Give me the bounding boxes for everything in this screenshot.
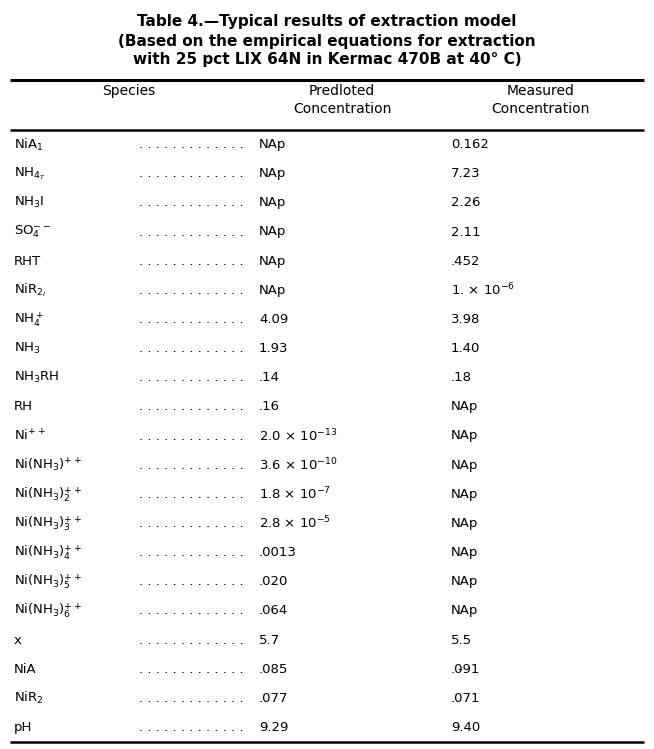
- Text: Ni(NH$_3$)$_3^{++}$: Ni(NH$_3$)$_3^{++}$: [14, 514, 82, 533]
- Text: NAp: NAp: [259, 138, 286, 151]
- Text: .16: .16: [259, 401, 280, 413]
- Text: . . . . . . . . . . . . .: . . . . . . . . . . . . .: [139, 342, 244, 355]
- Text: . . . . . . . . . . . . .: . . . . . . . . . . . . .: [139, 255, 244, 267]
- Text: NAp: NAp: [259, 284, 286, 297]
- Text: 2.26: 2.26: [451, 196, 481, 210]
- Text: Ni(NH$_3$)$_4^{++}$: Ni(NH$_3$)$_4^{++}$: [14, 543, 82, 562]
- Text: NH$_{4_T}$: NH$_{4_T}$: [14, 166, 46, 182]
- Text: .077: .077: [259, 692, 288, 705]
- Text: NAp: NAp: [259, 225, 286, 238]
- Text: NAp: NAp: [451, 546, 478, 559]
- Text: NiA: NiA: [14, 663, 37, 676]
- Text: SO$_4^{--}$: SO$_4^{--}$: [14, 224, 51, 240]
- Text: . . . . . . . . . . . . .: . . . . . . . . . . . . .: [139, 401, 244, 413]
- Text: . . . . . . . . . . . . .: . . . . . . . . . . . . .: [139, 488, 244, 501]
- Text: NiR$_{2_I}$: NiR$_{2_I}$: [14, 282, 46, 299]
- Text: with 25 pct LIX 64N in Kermac 470B at 40° C): with 25 pct LIX 64N in Kermac 470B at 40…: [133, 52, 521, 67]
- Text: 2.8 × 10$^{-5}$: 2.8 × 10$^{-5}$: [259, 515, 331, 532]
- Text: Ni(NH$_3$)$_6^{++}$: Ni(NH$_3$)$_6^{++}$: [14, 601, 82, 620]
- Text: . . . . . . . . . . . . .: . . . . . . . . . . . . .: [139, 429, 244, 443]
- Text: x: x: [14, 634, 22, 646]
- Text: . . . . . . . . . . . . .: . . . . . . . . . . . . .: [139, 634, 244, 646]
- Text: RHT: RHT: [14, 255, 41, 267]
- Text: . . . . . . . . . . . . .: . . . . . . . . . . . . .: [139, 225, 244, 238]
- Text: NH$_3$: NH$_3$: [14, 341, 41, 356]
- Text: NAp: NAp: [451, 488, 478, 501]
- Text: NH$_3$I: NH$_3$I: [14, 195, 44, 210]
- Text: NH$_4^+$: NH$_4^+$: [14, 310, 44, 329]
- Text: -: -: [457, 663, 462, 676]
- Text: . . . . . . . . . . . . .: . . . . . . . . . . . . .: [139, 138, 244, 151]
- Text: NAp: NAp: [451, 604, 478, 617]
- Text: NAp: NAp: [259, 167, 286, 181]
- Text: Predloted
Concentration: Predloted Concentration: [293, 84, 391, 116]
- Text: .071: .071: [451, 692, 481, 705]
- Text: 1.93: 1.93: [259, 342, 288, 355]
- Text: .452: .452: [451, 255, 481, 267]
- Text: . . . . . . . . . . . . .: . . . . . . . . . . . . .: [139, 167, 244, 181]
- Text: . . . . . . . . . . . . .: . . . . . . . . . . . . .: [139, 517, 244, 530]
- Text: .020: .020: [259, 575, 288, 588]
- Text: NAp: NAp: [451, 458, 478, 472]
- Text: .064: .064: [259, 604, 288, 617]
- Text: (Based on the empirical equations for extraction: (Based on the empirical equations for ex…: [118, 34, 536, 49]
- Text: 5.5: 5.5: [451, 634, 472, 646]
- Text: .085: .085: [259, 663, 288, 676]
- Text: . . . . . . . . . . . . .: . . . . . . . . . . . . .: [139, 546, 244, 559]
- Text: NAp: NAp: [451, 517, 478, 530]
- Text: NiA$_1$: NiA$_1$: [14, 136, 44, 153]
- Text: .091: .091: [451, 663, 481, 676]
- Text: . . . . . . . . . . . . .: . . . . . . . . . . . . .: [139, 196, 244, 210]
- Text: 4.09: 4.09: [259, 313, 288, 326]
- Text: Species: Species: [102, 84, 155, 98]
- Text: Ni$^{++}$: Ni$^{++}$: [14, 428, 46, 443]
- Text: . . . . . . . . . . . . .: . . . . . . . . . . . . .: [139, 284, 244, 297]
- Text: Ni(NH$_3$)$_5^{++}$: Ni(NH$_3$)$_5^{++}$: [14, 572, 82, 591]
- Text: . . . . . . . . . . . . .: . . . . . . . . . . . . .: [139, 604, 244, 617]
- Text: .14: .14: [259, 372, 280, 384]
- Text: Ni(NH$_3$)$_2^{++}$: Ni(NH$_3$)$_2^{++}$: [14, 485, 82, 503]
- Text: Table 4.—Typical results of extraction model: Table 4.—Typical results of extraction m…: [137, 14, 517, 29]
- Text: 7.23: 7.23: [451, 167, 481, 181]
- Text: . . . . . . . . . . . . .: . . . . . . . . . . . . .: [139, 692, 244, 705]
- Text: 3.6 × 10$^{-10}$: 3.6 × 10$^{-10}$: [259, 457, 337, 473]
- Text: . . . . . . . . . . . . .: . . . . . . . . . . . . .: [139, 458, 244, 472]
- Text: . . . . . . . . . . . . .: . . . . . . . . . . . . .: [139, 313, 244, 326]
- Text: . . . . . . . . . . . . .: . . . . . . . . . . . . .: [139, 575, 244, 588]
- Text: NAp: NAp: [259, 196, 286, 210]
- Text: 3.98: 3.98: [451, 313, 481, 326]
- Text: NAp: NAp: [451, 575, 478, 588]
- Text: 1. × 10$^{-6}$: 1. × 10$^{-6}$: [451, 282, 515, 299]
- Text: NiR$_2$: NiR$_2$: [14, 691, 44, 706]
- Text: Ni(NH$_3$)$^{++}$: Ni(NH$_3$)$^{++}$: [14, 456, 82, 474]
- Text: 1.8 × 10$^{-7}$: 1.8 × 10$^{-7}$: [259, 486, 331, 503]
- Text: 5.7: 5.7: [259, 634, 280, 646]
- Text: 9.29: 9.29: [259, 721, 288, 734]
- Text: Measured
Concentration: Measured Concentration: [491, 84, 590, 116]
- Text: 0.162: 0.162: [451, 138, 489, 151]
- Text: 2.11: 2.11: [451, 225, 481, 238]
- Text: . . . . . . . . . . . . .: . . . . . . . . . . . . .: [139, 663, 244, 676]
- Text: . . . . . . . . . . . . .: . . . . . . . . . . . . .: [139, 721, 244, 734]
- Text: . . . . . . . . . . . . .: . . . . . . . . . . . . .: [139, 372, 244, 384]
- Text: .18: .18: [451, 372, 472, 384]
- Text: RH: RH: [14, 401, 33, 413]
- Text: NH$_3$RH: NH$_3$RH: [14, 370, 60, 385]
- Text: .0013: .0013: [259, 546, 297, 559]
- Text: 9.40: 9.40: [451, 721, 480, 734]
- Text: 1.40: 1.40: [451, 342, 481, 355]
- Text: NAp: NAp: [451, 429, 478, 443]
- Text: 2.0 × 10$^{-13}$: 2.0 × 10$^{-13}$: [259, 428, 337, 444]
- Text: NAp: NAp: [451, 401, 478, 413]
- Text: pH: pH: [14, 721, 33, 734]
- Text: NAp: NAp: [259, 255, 286, 267]
